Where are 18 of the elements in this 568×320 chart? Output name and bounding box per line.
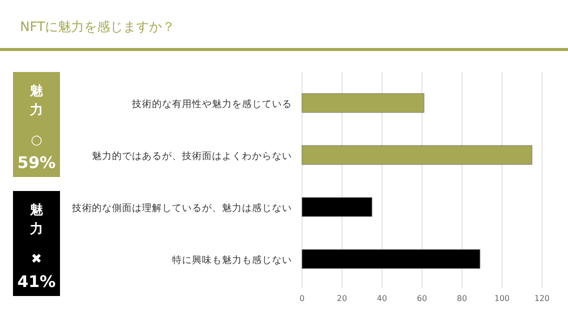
text: 魅力 ✖ 41% [17,203,56,291]
x-tick-label: 20 [336,294,348,303]
y-tick-label: 魅力的ではあるが、技術面はよくわからない [92,150,292,162]
x-tick-label: 80 [456,294,468,303]
y-tick-label: 技術的な有用性や魅力を感じている [131,98,292,110]
text: 魅力 ○ 59% [17,84,56,172]
text: NFTに魅力を感じますか？ [20,20,175,35]
bar [302,197,372,217]
bar [302,249,480,269]
y-tick-label: 特に興味も魅力も感じない [172,254,292,266]
y-tick-label: 技術的な側面は理解しているが、魅力は感じない [71,202,292,214]
x-tick-label: 120 [534,294,550,303]
x-tick-label: 0 [299,294,305,303]
bar [302,145,532,165]
x-tick-label: 60 [416,294,428,303]
x-tick-label: 40 [376,294,388,303]
x-tick-label: 100 [494,294,510,303]
bar [302,93,424,113]
